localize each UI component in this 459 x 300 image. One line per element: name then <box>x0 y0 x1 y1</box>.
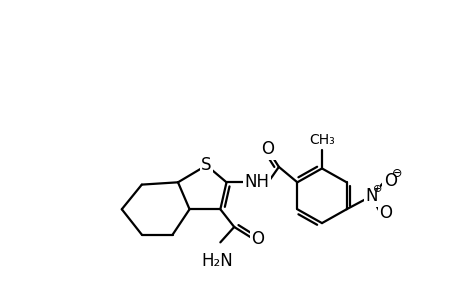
Text: H₂N: H₂N <box>201 252 233 270</box>
Text: CH₃: CH₃ <box>308 133 334 147</box>
Text: O: O <box>251 230 264 247</box>
Text: ⊖: ⊖ <box>392 167 402 180</box>
Text: NH: NH <box>244 173 269 191</box>
Text: ⊕: ⊕ <box>372 184 381 194</box>
Text: O: O <box>383 172 396 190</box>
Text: O: O <box>379 204 392 222</box>
Text: S: S <box>201 156 211 174</box>
Text: N: N <box>365 187 377 205</box>
Text: O: O <box>261 140 274 158</box>
